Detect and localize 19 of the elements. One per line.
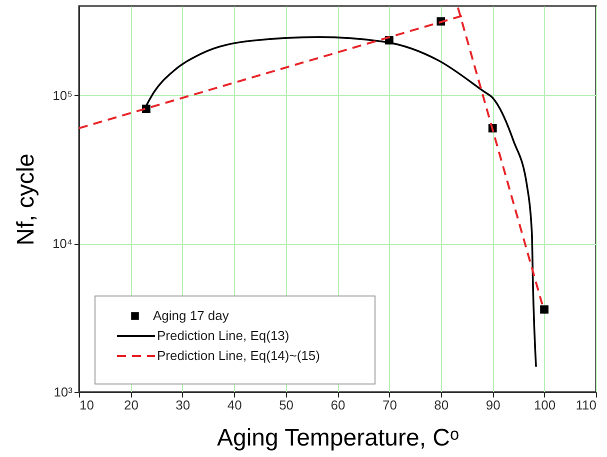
x-tick-label: 80 [434,398,449,412]
x-tick-label: 60 [330,398,346,412]
x-tick-label: 110 [576,398,596,412]
x-tick-label: 20 [124,398,138,412]
legend-label: Prediction Line, Eq(13) [157,328,290,343]
x-tick-label: 10 [80,398,94,412]
y-tick-label: 10⁴ [52,236,72,252]
x-axis-title: Aging Temperature, Cᵒ [216,424,460,452]
x-tick-label: 40 [227,398,242,412]
x-tick-label: 30 [176,398,190,412]
x-tick-label: 100 [534,398,556,412]
y-tick-label: 10⁵ [52,88,72,103]
x-tick-label: 50 [279,398,294,412]
legend-label: Aging 17 day [153,308,230,323]
y-axis-title: Nf, cycle [12,153,40,246]
x-tick-label: 70 [382,398,397,412]
legend-label: Prediction Line, Eq(14)~(15) [157,348,320,363]
x-tick-label: 90 [486,398,500,412]
y-tick-label: 10³ [54,384,74,400]
